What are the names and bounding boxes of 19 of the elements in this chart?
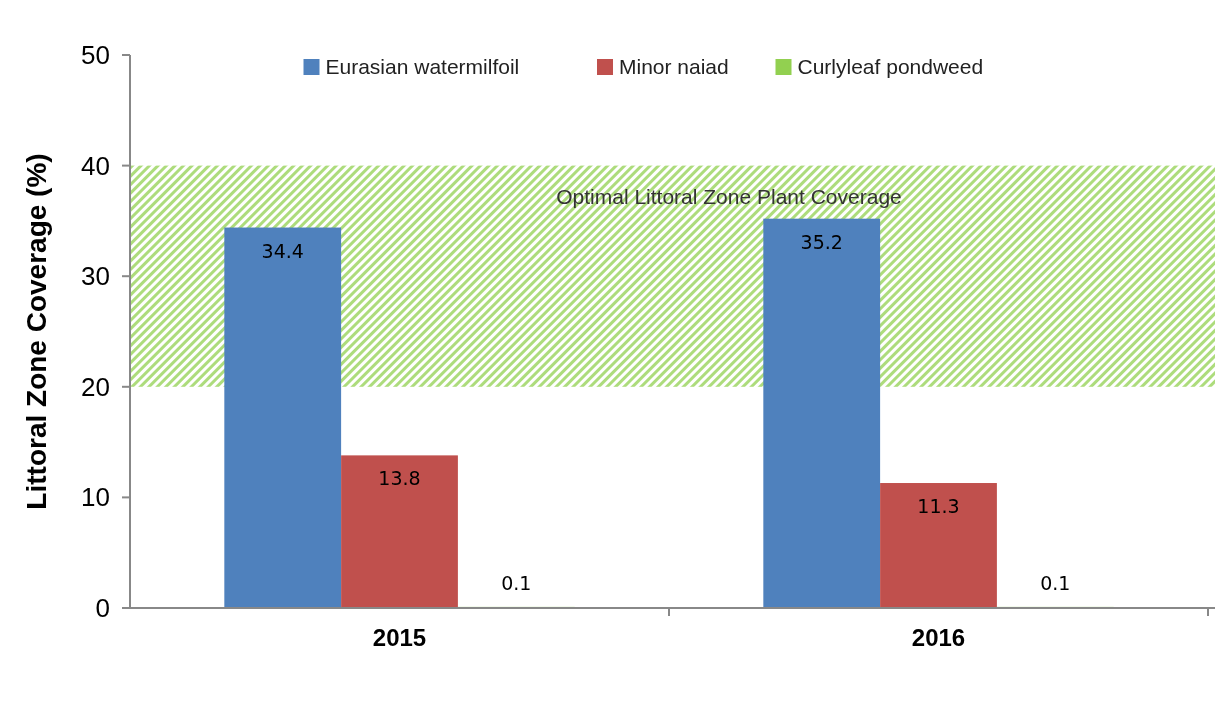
y-tick-label: 50 [81,40,110,70]
y-tick-label: 40 [81,150,110,181]
legend-label: Eurasian watermilfoil [325,55,520,78]
data-label: 0.1 [1040,572,1071,594]
band-label: Optimal Littoral Zone Plant Coverage [556,184,902,208]
y-axis-title: Littoral Zone Coverage (%) [21,153,52,510]
y-tick-label: 20 [81,371,110,402]
y-tick-label: 30 [81,261,110,292]
data-label: 11.3 [917,495,960,518]
data-label: 34.4 [261,239,304,262]
data-label: 13.8 [378,467,421,490]
x-tick-label: 2016 [911,624,966,651]
y-tick-label: 0 [95,593,110,623]
data-label: 35.2 [800,230,843,253]
x-tick-label: 2015 [372,624,427,651]
data-label: 0.1 [501,572,532,594]
legend-label: Curlyleaf pondweed [797,55,984,78]
legend-label: Minor naiad [619,55,729,78]
y-tick-label: 10 [81,482,110,513]
